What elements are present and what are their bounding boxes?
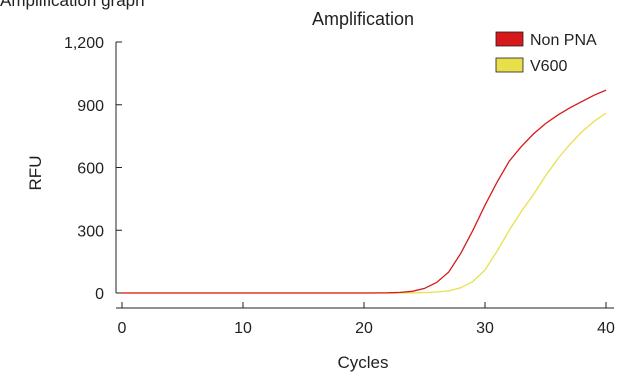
legend: Non PNA V600 (495, 31, 597, 75)
y-axis-title: RFU (26, 156, 45, 191)
series-line-v600 (122, 112, 607, 294)
y-tick-label: 900 (77, 98, 104, 115)
series-lines (122, 89, 607, 294)
figure-label: Amplification graph (0, 0, 145, 10)
legend-label-non-pna: Non PNA (530, 32, 597, 49)
x-axis-title: Cycles (337, 353, 388, 372)
x-tick-label: 30 (476, 320, 494, 337)
legend-label-v600: V600 (530, 58, 567, 75)
legend-swatch-non-pna (495, 31, 524, 47)
x-tick-label: 40 (597, 320, 615, 337)
x-tick-label: 20 (355, 320, 373, 337)
x-tick-label: 0 (118, 320, 127, 337)
y-tick-label: 600 (77, 161, 104, 178)
y-tick-label: 0 (95, 286, 104, 303)
series-line-non-pna (122, 89, 607, 294)
x-ticks: 0 10 20 30 40 (118, 302, 615, 337)
legend-swatch-v600 (495, 57, 524, 73)
y-ticks: 0 300 600 900 1,200 (64, 35, 122, 303)
x-tick-label: 10 (234, 320, 252, 337)
y-tick-label: 1,200 (64, 35, 104, 52)
y-tick-label: 300 (77, 223, 104, 240)
chart-title: Amplification (312, 9, 414, 29)
